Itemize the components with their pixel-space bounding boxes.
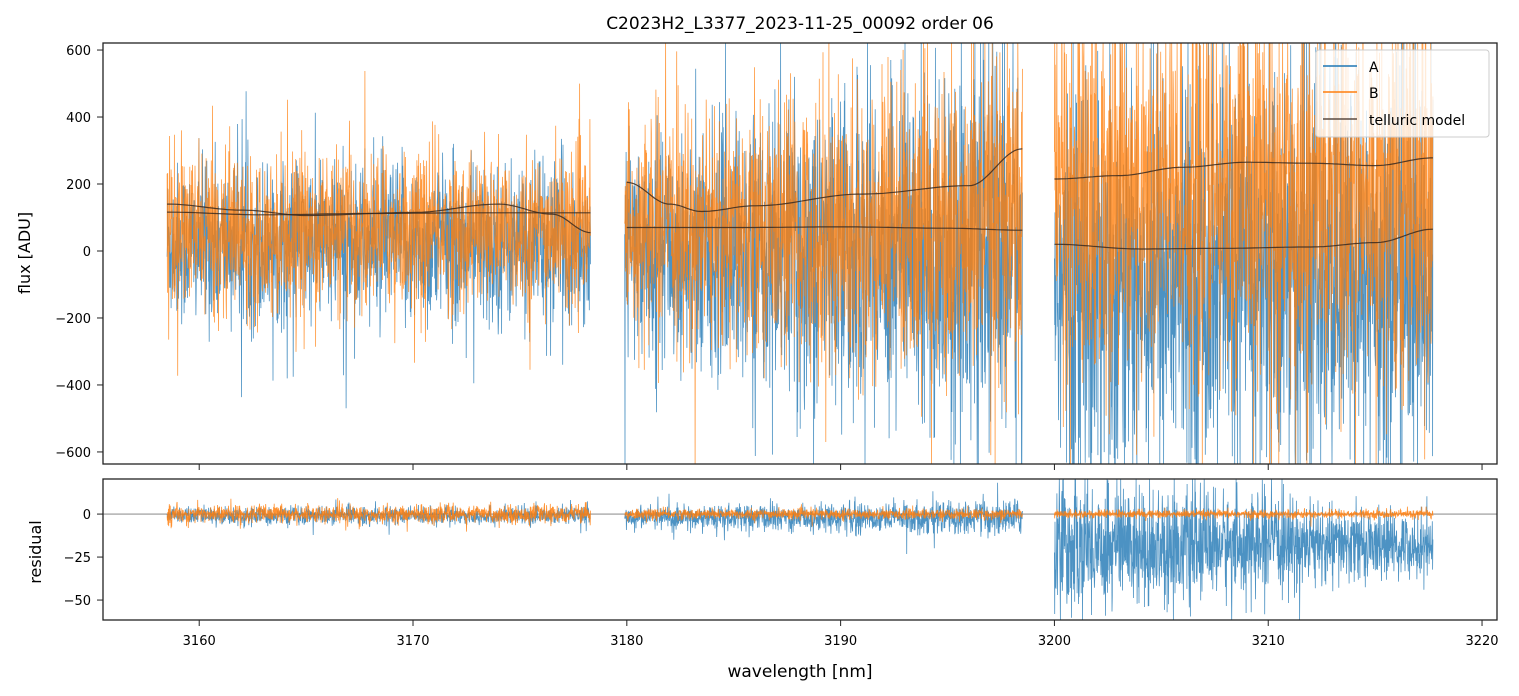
legend: A B telluric model [1315,49,1490,138]
telluric-model-curve-5 [1054,228,1433,250]
telluric-model-curve-1 [167,211,591,216]
residual-b-segment-2 [1054,506,1434,527]
telluric-model-curve-2 [626,148,1023,213]
series-b-segment-1 [624,43,1023,464]
x-tick-label: 3200 [1038,634,1071,649]
y-tick-label: −200 [55,312,91,327]
y-tick-label: 200 [66,178,91,193]
x-tick-label: 3170 [396,634,429,649]
residual-axes-frame [102,478,1498,621]
legend-label-b: B [1369,86,1379,102]
x-axis-label: wavelength [nm] [727,662,872,682]
residual-a-segment-1 [624,482,1023,555]
y-tick-label: −400 [55,379,91,394]
series-b-segment-0 [166,70,591,376]
residual-y-tick-label: 0 [83,508,91,523]
telluric-model-curve-3 [626,226,1023,231]
x-tick-label: 3220 [1465,634,1498,649]
residual-b-segment-1 [624,504,1023,527]
residual-y-tick-label: −25 [64,551,91,566]
legend-label-a: A [1369,60,1379,76]
chart-title: C2023H2_L3377_2023-11-25_00092 order 06 [606,14,994,34]
flux-axes-frame [102,42,1498,465]
telluric-model-curve-0 [167,203,591,234]
y-tick-label: 400 [66,111,91,126]
y-tick-label: −600 [55,446,91,461]
x-tick-label: 3180 [610,634,643,649]
telluric-model-curve-4 [1054,157,1433,180]
y-tick-label: 600 [66,44,91,59]
y-axis-label-residual: residual [26,520,45,583]
x-tick-label: 3210 [1252,634,1285,649]
y-axis-label-flux: flux [ADU] [15,212,34,294]
x-tick-label: 3160 [183,634,216,649]
x-tick-label: 3190 [824,634,857,649]
residual-plot-area [103,479,1497,620]
y-tick-label: 0 [83,245,91,260]
residual-y-tick-label: −50 [64,594,91,609]
residual-a-segment-2 [1054,479,1434,620]
legend-box [1315,49,1490,138]
flux-plot-area [166,43,1434,464]
legend-label-model: telluric model [1369,113,1465,129]
residual-b-segment-0 [166,498,591,532]
